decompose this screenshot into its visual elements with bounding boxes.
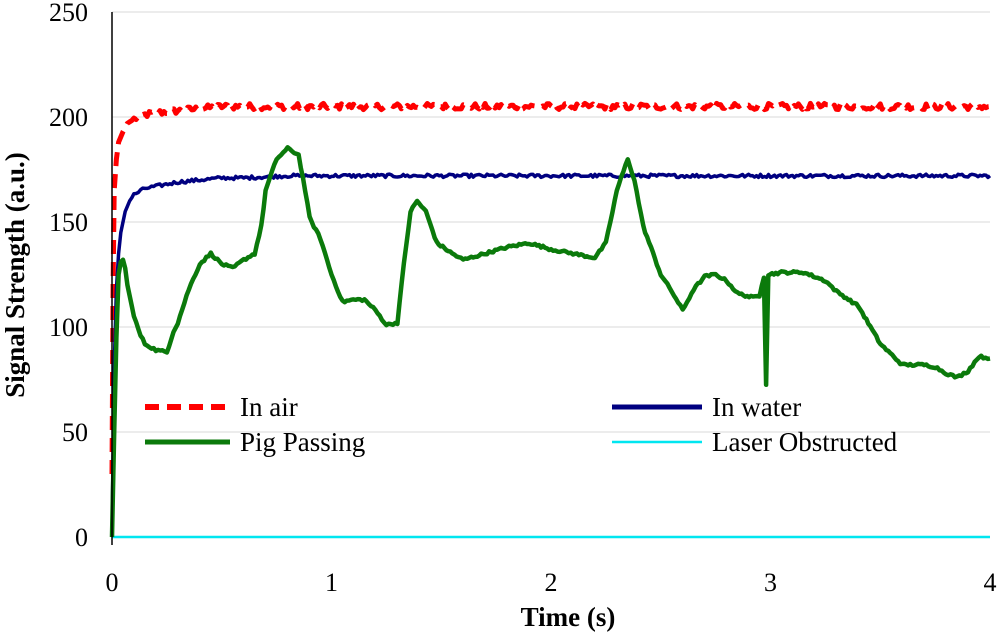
x-tick-label: 1: [325, 568, 338, 597]
legend-label: Laser Obstructed: [712, 427, 898, 457]
series-line-pig-passing: [109, 145, 991, 538]
y-tick-label: 100: [49, 313, 88, 342]
x-tick-label: 2: [545, 568, 558, 597]
legend-label: In water: [712, 392, 801, 422]
x-axis-title: Time (s): [521, 602, 616, 632]
y-tick-labels: 0 50 100 150 200 250: [49, 0, 88, 552]
y-tick-label: 250: [49, 0, 88, 27]
legend: In air In water Pig Passing Laser Obstructe…: [145, 392, 898, 457]
y-axis-title: Signal Strength (a.u.): [0, 152, 30, 398]
y-tick-label: 0: [75, 523, 88, 552]
x-tick-label: 4: [984, 568, 997, 597]
legend-label: In air: [240, 392, 298, 422]
x-tick-label: 0: [106, 568, 119, 597]
x-tick-labels: 0 1 2 3 4: [106, 568, 997, 597]
gridlines: [112, 11, 990, 433]
y-tick-label: 200: [49, 103, 88, 132]
legend-label: Pig Passing: [240, 427, 365, 457]
y-tick-label: 150: [49, 208, 88, 237]
y-tick-label: 50: [62, 418, 88, 447]
series-line-in-water: [110, 172, 992, 538]
x-tick-label: 3: [764, 568, 777, 597]
series-lines: [109, 100, 992, 539]
